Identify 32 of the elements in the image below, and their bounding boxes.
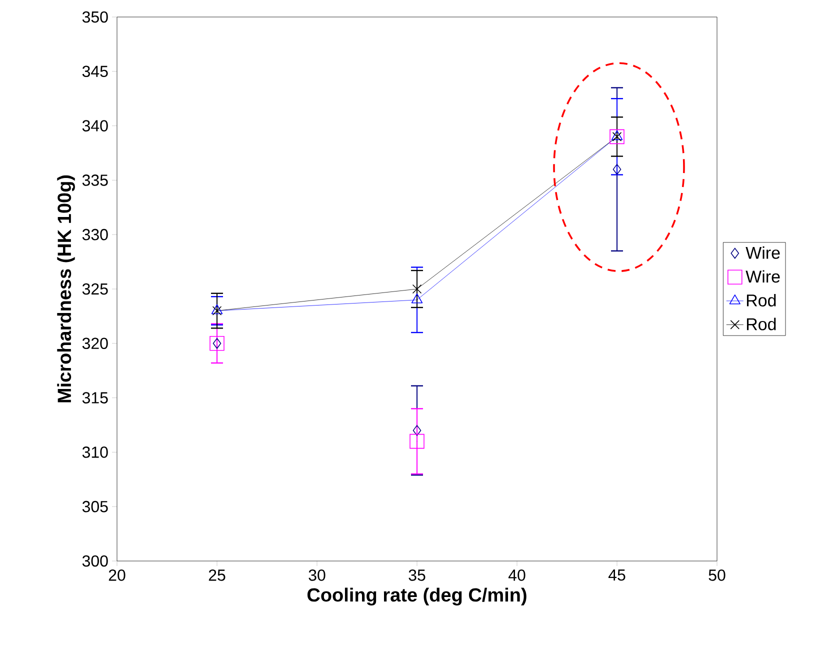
x-tick-label: 45	[608, 570, 626, 581]
point	[210, 336, 224, 351]
y-tick-label: 310	[82, 446, 108, 458]
point	[411, 293, 423, 304]
point	[610, 129, 624, 144]
y-tick-label: 350	[82, 11, 108, 23]
y-tick-label: 315	[82, 392, 108, 404]
y-tick-label: 300	[82, 555, 108, 567]
x-tick-label: 20	[108, 570, 126, 581]
y-tick-label: 320	[82, 338, 108, 350]
x-tick-label: 40	[508, 570, 526, 581]
y-tick-label: 325	[82, 283, 108, 295]
y-axis-title: Microhardness (HK 100g)	[57, 175, 75, 402]
legend-label: Rod	[746, 318, 776, 330]
y-tick-label: 345	[82, 66, 108, 78]
x-tick-label: 25	[208, 570, 226, 581]
x-tick-label: 30	[308, 570, 326, 581]
y-tick-label: 305	[82, 500, 108, 512]
point	[412, 284, 422, 294]
point	[212, 338, 222, 349]
point	[410, 434, 424, 449]
x-tick-label: 35	[408, 570, 426, 581]
point	[412, 425, 422, 436]
legend-label: Wire	[746, 270, 780, 283]
legend-label: Wire	[746, 246, 780, 259]
y-tick-label: 330	[82, 228, 108, 240]
x-tick-label: 50	[708, 570, 726, 581]
y-tick-label: 340	[82, 120, 108, 132]
point	[612, 164, 622, 175]
x-axis-title: Cooling rate (deg C/min)	[307, 588, 526, 606]
y-tick-label: 335	[82, 174, 108, 186]
legend-label: Rod	[746, 294, 776, 306]
